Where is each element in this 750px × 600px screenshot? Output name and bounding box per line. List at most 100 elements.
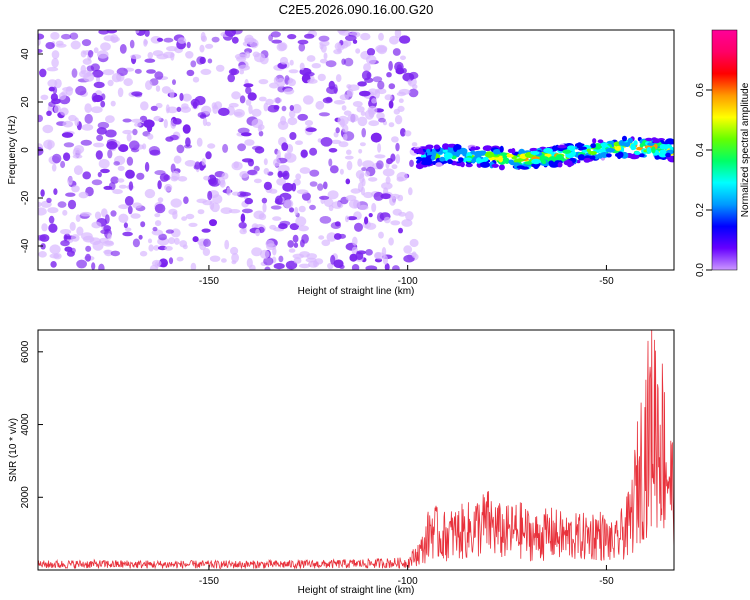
heatmap-cell bbox=[192, 76, 200, 83]
heatmap-cell bbox=[103, 225, 112, 232]
heatmap-cell bbox=[453, 144, 462, 150]
heatmap-cell bbox=[118, 204, 130, 210]
heatmap-cell bbox=[327, 190, 339, 200]
heatmap-cell bbox=[188, 222, 198, 227]
heatmap-cell bbox=[298, 263, 311, 269]
heatmap-cell bbox=[102, 69, 115, 76]
heatmap-cell bbox=[87, 50, 94, 58]
heatmap-cell bbox=[38, 38, 41, 46]
heatmap-cell bbox=[163, 119, 168, 129]
heatmap-cell bbox=[144, 188, 156, 199]
heatmap-cell bbox=[38, 49, 43, 53]
heatmap-cell bbox=[396, 171, 408, 182]
heatmap-cell bbox=[297, 113, 309, 121]
heatmap-cell bbox=[376, 112, 385, 120]
heatmap-cell bbox=[319, 58, 328, 64]
heatmap-cell bbox=[385, 176, 391, 185]
heatmap-cell bbox=[386, 158, 393, 165]
heatmap-cell bbox=[196, 56, 205, 65]
heatmap-cell bbox=[53, 188, 58, 196]
heatmap-cell bbox=[531, 158, 541, 165]
heatmap-cell bbox=[80, 211, 92, 217]
heatmap-cell bbox=[623, 142, 631, 147]
heatmap-cell bbox=[69, 32, 79, 40]
heatmap-cell bbox=[328, 148, 338, 153]
heatmap-cell bbox=[244, 139, 255, 146]
heatmap-cell bbox=[177, 37, 187, 44]
heatmap-cell bbox=[575, 143, 585, 147]
heatmap-cell bbox=[258, 79, 269, 85]
heatmap-cell bbox=[597, 139, 604, 144]
heatmap-cell bbox=[190, 262, 197, 270]
heatmap-cell bbox=[273, 158, 281, 167]
heatmap-cell bbox=[71, 185, 80, 193]
heatmap-cell bbox=[329, 165, 339, 174]
heatmap-cell bbox=[154, 220, 162, 227]
heatmap-cell bbox=[228, 209, 241, 214]
heatmap-cell bbox=[153, 245, 160, 251]
heatmap-cell bbox=[335, 127, 340, 134]
heatmap-x-tick-label: -50 bbox=[599, 276, 614, 287]
heatmap-cell bbox=[646, 146, 652, 154]
heatmap-cell bbox=[407, 79, 412, 85]
heatmap-cell bbox=[185, 51, 194, 59]
heatmap-cell bbox=[415, 163, 424, 170]
colorbar-tick-label: 0.0 bbox=[695, 263, 706, 277]
heatmap-cell bbox=[563, 160, 573, 166]
heatmap-cell bbox=[492, 149, 502, 155]
heatmap-cell bbox=[231, 191, 241, 196]
colorbar-tick-label: 0.4 bbox=[695, 143, 706, 157]
heatmap-cell bbox=[209, 200, 215, 211]
heatmap-cell bbox=[337, 42, 342, 51]
heatmap-cell bbox=[112, 189, 123, 195]
heatmap-cell bbox=[346, 149, 352, 155]
heatmap-cell bbox=[148, 244, 154, 252]
heatmap-cell bbox=[132, 128, 138, 136]
heatmap-cell bbox=[84, 103, 92, 113]
heatmap-cell bbox=[231, 161, 243, 171]
heatmap-cell bbox=[156, 53, 169, 60]
heatmap-cell bbox=[154, 170, 166, 176]
heatmap-cell bbox=[48, 86, 55, 92]
heatmap-cell bbox=[119, 44, 127, 54]
heatmap-cell bbox=[92, 69, 104, 78]
heatmap-cell bbox=[234, 53, 247, 60]
heatmap-cell bbox=[277, 170, 283, 178]
heatmap-cell bbox=[93, 47, 99, 54]
heatmap-cell bbox=[130, 54, 142, 60]
heatmap-cell bbox=[308, 260, 319, 268]
heatmap-cell bbox=[103, 185, 113, 190]
heatmap-cell bbox=[66, 250, 75, 257]
heatmap-cell bbox=[261, 197, 268, 204]
heatmap-cell bbox=[368, 177, 378, 182]
heatmap-cell bbox=[240, 213, 246, 223]
heatmap-cell bbox=[182, 124, 191, 134]
heatmap-cell bbox=[364, 171, 370, 177]
heatmap-cell bbox=[105, 129, 117, 138]
heatmap-cell bbox=[139, 250, 148, 257]
heatmap-cell bbox=[335, 74, 342, 83]
heatmap-cell bbox=[298, 225, 309, 232]
heatmap-cell bbox=[80, 50, 87, 58]
heatmap-cell bbox=[238, 64, 250, 71]
heatmap-cell bbox=[54, 78, 62, 89]
heatmap-x-tick-label: -150 bbox=[199, 276, 219, 287]
heatmap-cell bbox=[221, 258, 227, 263]
heatmap-cell bbox=[161, 86, 171, 94]
heatmap-cell bbox=[306, 55, 316, 62]
heatmap-cell bbox=[345, 178, 351, 185]
heatmap-cell bbox=[273, 263, 285, 270]
heatmap-cell bbox=[277, 120, 289, 130]
heatmap-cell bbox=[270, 31, 281, 38]
heatmap-cell bbox=[238, 222, 247, 229]
heatmap-cell bbox=[284, 152, 292, 160]
heatmap-cell bbox=[125, 227, 132, 232]
heatmap-cell bbox=[319, 216, 332, 224]
heatmap-cell bbox=[520, 166, 530, 170]
heatmap-cell bbox=[288, 207, 295, 213]
heatmap-cell bbox=[276, 178, 286, 186]
heatmap-cell bbox=[556, 154, 563, 161]
heatmap-cell bbox=[97, 171, 102, 178]
heatmap-cell bbox=[170, 198, 182, 208]
heatmap-cell bbox=[359, 90, 371, 97]
